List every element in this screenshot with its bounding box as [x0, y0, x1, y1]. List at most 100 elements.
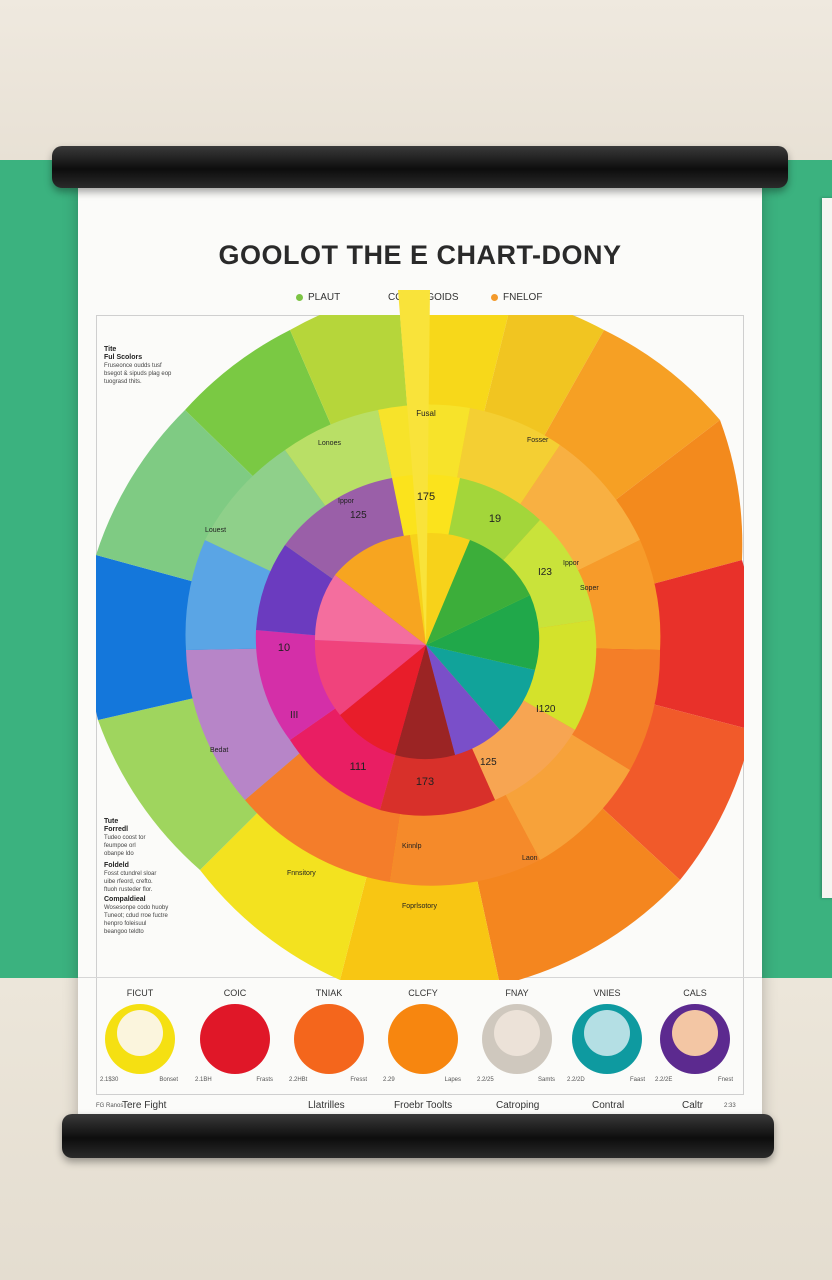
- swatch-7-code: 2.2/2E: [655, 1077, 673, 1083]
- side-note-4: Compaldieal Wosesonpe codo huoby Tuneot;…: [104, 896, 196, 936]
- side-note-3-body: Fosst ctundrel sloar uibe rfeord, crefto…: [104, 871, 157, 893]
- legend-item-3: FNELOF: [491, 292, 542, 303]
- swatch-2-code2: Frasts: [256, 1077, 273, 1083]
- side-note-3-heading: Foldeld: [104, 862, 129, 869]
- wheel-ring-label-8: III: [290, 710, 298, 721]
- swatch-1: FICUT 2.1$30 Bonset: [90, 978, 190, 1088]
- swatch-5-inner: [494, 1010, 540, 1056]
- side-note-1-sub: Ful Scolors: [104, 354, 143, 361]
- wheel-ring-label-3: Ippor: [338, 498, 355, 505]
- swatch-3-code: 2.2HBt: [289, 1077, 308, 1083]
- wheel-ring-label-5: Louest: [205, 527, 226, 534]
- swatch-2-label: COIC: [223, 988, 247, 998]
- wheel-ring-label-9: Soper: [580, 585, 599, 592]
- side-note-2: Tute Forredl Tudeo coost tor feumpoe orl…: [104, 818, 196, 858]
- legend-label-1: PLAUT: [308, 292, 341, 303]
- wheel-label-10: 10: [278, 642, 290, 654]
- footer-item-1: Llatrilles: [308, 1100, 345, 1111]
- swatch-1-code: 2.1$30: [100, 1077, 119, 1083]
- swatch-4-circle: [388, 1004, 458, 1074]
- legend-dot-orange: [491, 294, 498, 301]
- swatch-7-inner: [672, 1010, 718, 1056]
- swatch-2-circle: [200, 1004, 270, 1074]
- core-segment-rose: [314, 640, 426, 715]
- core-segment-purple: [426, 645, 500, 755]
- wheel-ring-label-6: I23: [538, 567, 552, 578]
- wheel-ring-label-13: Kinnlp: [402, 843, 422, 850]
- swatch-2: COIC 2.1BH Frasts: [185, 978, 285, 1088]
- wheel-top-wedge: [398, 290, 430, 645]
- side-note-2-heading: Tute: [104, 818, 119, 825]
- side-note-2-body: Tudeo coost tor feumpoe orl obanpe ldo: [104, 835, 146, 857]
- wheel-label-19: 19: [489, 513, 501, 525]
- wheel-ring-label-10: 125: [480, 757, 497, 768]
- side-note-1: Tite Ful Scolors Fruseonce oudds tusf bs…: [104, 346, 196, 386]
- wheel-ring-label-12: I120: [536, 704, 556, 715]
- bottom-hanging-rod: [62, 1114, 774, 1158]
- side-note-4-body: Wosesonpe codo huoby Tuneot; cdud rroe f…: [104, 905, 169, 935]
- swatch-5-code: 2.2/25: [477, 1077, 494, 1083]
- swatch-5-code2: Samts: [537, 1077, 555, 1083]
- core-segment-orange: [335, 535, 426, 645]
- core-segment-teal: [426, 645, 535, 730]
- side-note-2-sub: Forredl: [104, 826, 129, 833]
- swatch-6-code2: Faast: [629, 1077, 645, 1083]
- side-note-1-body: Fruseonce oudds tusf bsegot & sipuds pla…: [104, 363, 172, 385]
- wall-top: [0, 0, 832, 160]
- swatch-4-label: CLCFY: [408, 988, 438, 998]
- swatch-4-code: 2.29: [383, 1077, 395, 1083]
- swatch-6-label: VNIES: [593, 988, 621, 998]
- legend-item-1: PLAUT: [296, 292, 340, 303]
- swatch-3-code2: Fresst: [350, 1077, 367, 1083]
- swatch-6-circle: [572, 1004, 642, 1074]
- wheel-label-111: 111: [350, 761, 367, 773]
- core-segment-green: [426, 540, 530, 645]
- swatch-3-circle: [294, 1004, 364, 1074]
- side-paper-edge: [822, 198, 832, 898]
- core-segment-pink: [314, 575, 426, 645]
- side-note-3: Foldeld Fosst ctundrel sloar uibe rfeord…: [104, 862, 196, 894]
- poster-title: GOOLOT THE E CHART-DONY: [218, 240, 622, 270]
- footer-left: Tere Fight: [122, 1100, 167, 1111]
- legend-label-3: FNELOF: [503, 292, 543, 303]
- wheel-ring-label-7: Ippor: [563, 560, 580, 567]
- swatch-row: FICUT 2.1$30 Bonset COIC 2.1BH Frasts TN…: [78, 977, 762, 1088]
- swatch-1-inner: [117, 1010, 163, 1056]
- swatch-7-circle: [660, 1004, 730, 1074]
- footer-item-2: Froebr Toolts: [394, 1100, 453, 1111]
- swatch-5: FNAY 2.2/25 Samts: [467, 978, 567, 1088]
- swatch-3: TNIAK 2.2HBt Fresst: [279, 978, 379, 1088]
- wheel-label-175: 175: [417, 491, 435, 503]
- side-note-1-heading: Tite: [104, 346, 117, 353]
- swatch-5-label: FNAY: [505, 988, 529, 998]
- swatch-3-label: TNIAK: [315, 988, 343, 998]
- swatch-4: CLCFY 2.29 Lapes: [373, 978, 473, 1088]
- wheel-ring-label-11: Bedat: [210, 747, 228, 754]
- footer-item-4: Contral: [592, 1100, 625, 1111]
- swatch-7: CALS 2.2/2E Fnest: [645, 978, 745, 1088]
- wheel-label-fusal: Fusal: [416, 409, 436, 418]
- wheel-ring-label-14: Fnnsitory: [287, 870, 316, 877]
- wheel-ring-label-2: Fosser: [527, 437, 549, 444]
- footer-right-small: 2:33: [724, 1103, 736, 1109]
- top-hanging-rod: [52, 146, 788, 188]
- core-segment-emerald: [426, 595, 540, 670]
- swatch-1-circle: [105, 1004, 175, 1074]
- poster-footer: FG Ranos Tere Fight Llatrilles Froebr To…: [78, 1100, 762, 1116]
- swatch-6-code: 2.2/2D: [567, 1077, 585, 1083]
- wheel-ring-label-4: 125: [350, 510, 367, 521]
- swatch-6-inner: [584, 1010, 630, 1056]
- footer-left-small: FG Ranos: [96, 1103, 124, 1109]
- footer-item-3: Catroping: [496, 1100, 540, 1111]
- footer-item-5: Caltr: [682, 1100, 704, 1111]
- swatch-1-code2: Bonset: [159, 1077, 178, 1083]
- core-segment-red: [340, 645, 426, 755]
- wheel-ring-label-16: Foprlsotory: [402, 903, 438, 910]
- swatch-7-code2: Fnest: [717, 1077, 733, 1083]
- wheel-ring-label-1: Lonoes: [318, 440, 341, 447]
- swatch-2-code: 2.1BH: [195, 1077, 212, 1083]
- side-note-4-heading: Compaldieal: [104, 896, 146, 903]
- legend-dot-green: [296, 294, 303, 301]
